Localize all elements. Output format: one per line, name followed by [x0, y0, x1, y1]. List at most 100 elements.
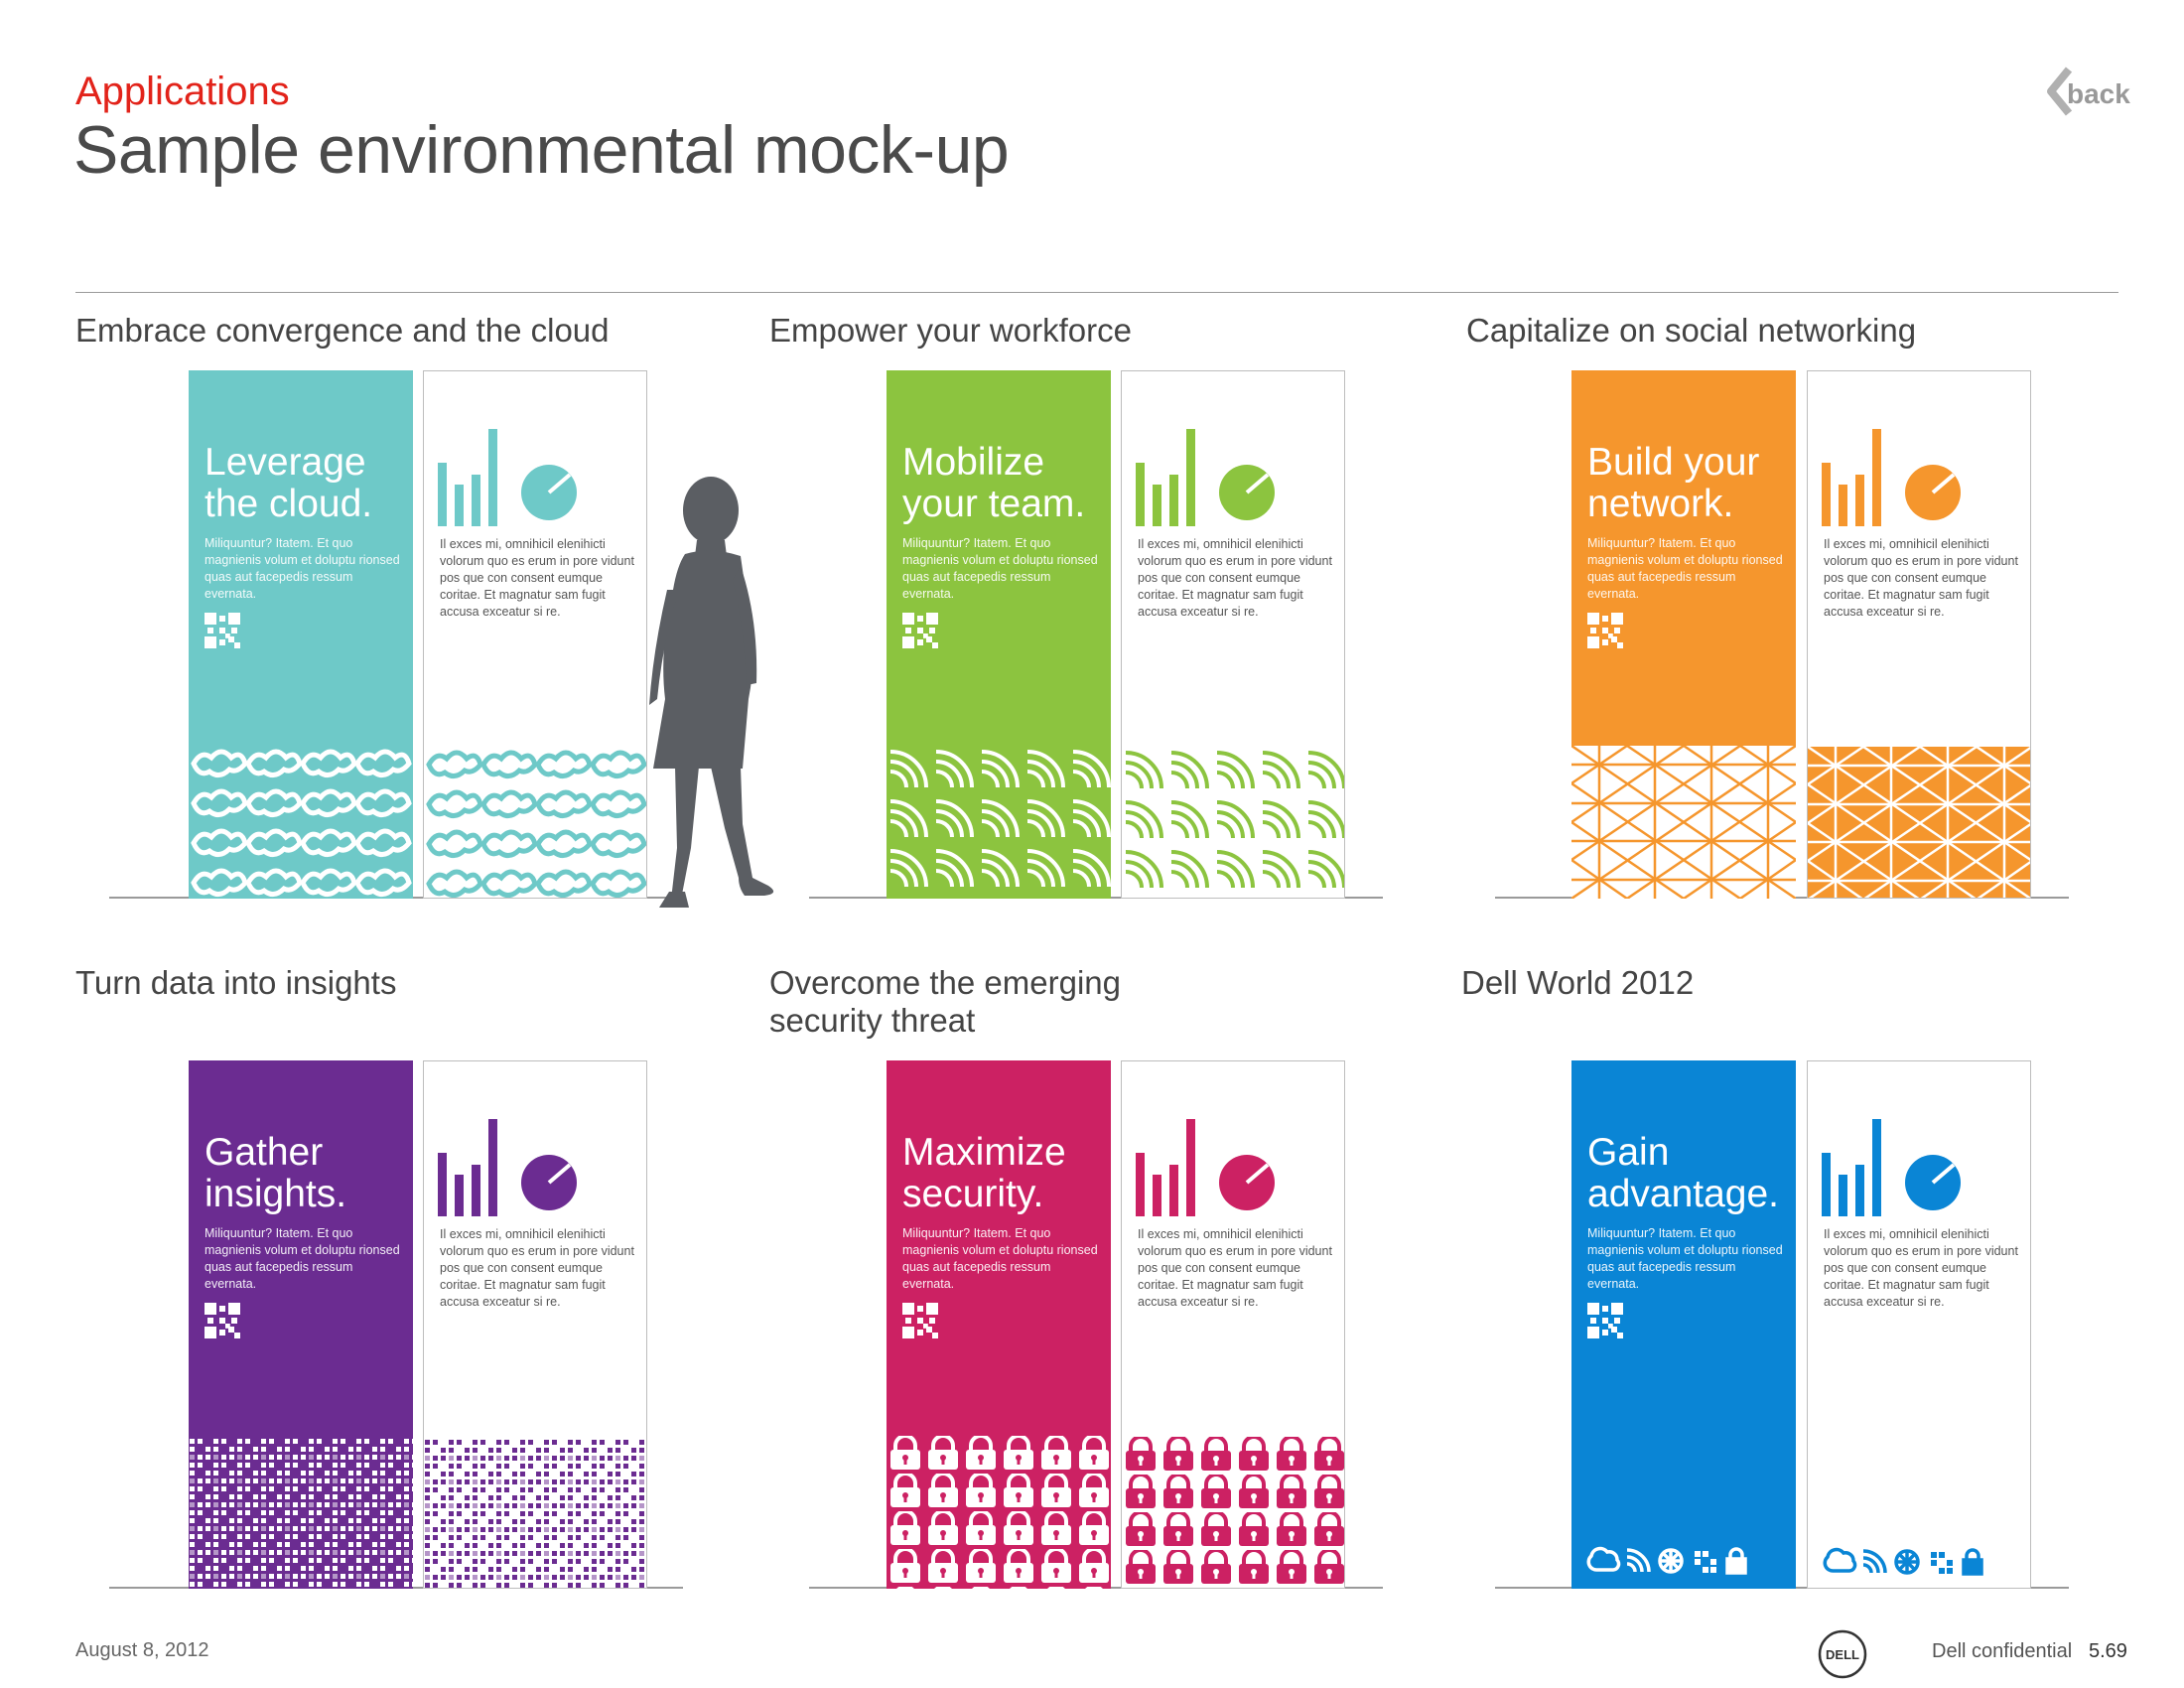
back-label: back [2067, 78, 2130, 109]
qr-code-icon [205, 1303, 240, 1338]
headline-line: the cloud. [205, 483, 373, 525]
footer-confidential: Dell confidential [1932, 1640, 2073, 1662]
web-pattern [1571, 746, 1796, 899]
panel-headline: Build your network. [1587, 442, 1796, 525]
headline-line: insights. [205, 1173, 347, 1215]
lock-icon [1725, 1547, 1747, 1575]
panel-body: Miliquuntur? Itatem. Et quo magnienis vo… [902, 1226, 1098, 1291]
data-pattern [189, 1438, 413, 1589]
footer-date: August 8, 2012 [75, 1639, 209, 1661]
dell-logo: DELL [1818, 1629, 1867, 1679]
web-icon [1894, 1549, 1920, 1575]
block-title-security: Overcome the emerging security threat [769, 964, 1121, 1040]
qr-code-icon [1587, 613, 1623, 648]
headline-line: network. [1587, 483, 1734, 525]
data-icon [1931, 1552, 1953, 1574]
icon-row [1586, 1546, 1747, 1575]
panel-body: Miliquuntur? Itatem. Et quo magnienis vo… [902, 536, 1098, 601]
panel-body: Miliquuntur? Itatem. Et quo magnienis vo… [205, 536, 400, 601]
cloud-pattern [189, 746, 413, 899]
lock-pattern [887, 1436, 1111, 1589]
cloud-icon [1823, 1547, 1857, 1573]
headline-line: your team. [902, 483, 1086, 525]
block-title-cloud: Embrace convergence and the cloud [75, 312, 610, 349]
page-number: 5.69 [2089, 1640, 2127, 1662]
cloud-icon [1586, 1546, 1621, 1572]
pie-chart-icon [1219, 1155, 1275, 1210]
color-panel-dellworld: Gain advantage. Miliquuntur? Itatem. Et … [1571, 1060, 1796, 1589]
pie-chart-icon [521, 465, 577, 520]
panel-headline: Mobilize your team. [902, 442, 1111, 525]
qr-code-icon [1587, 1303, 1623, 1338]
headline-line: Mobilize [902, 441, 1045, 484]
panel-headline: Maximize security. [902, 1132, 1111, 1215]
qr-code-icon [902, 613, 938, 648]
cloud-pattern [426, 750, 646, 898]
wifi-icon [1626, 1548, 1651, 1573]
bar-chart-icon [438, 1119, 577, 1216]
bar-chart-icon [1822, 1119, 1961, 1216]
bar-chart-icon [1822, 429, 1961, 526]
panel-body: Il exces mi, omnihicil elenihicti voloru… [440, 1227, 634, 1309]
block-title-data: Turn data into insights [75, 964, 397, 1001]
data-icon [1695, 1551, 1716, 1573]
pie-chart-icon [1905, 465, 1961, 520]
headline-line: advantage. [1587, 1173, 1780, 1215]
block-title-security-line2: security threat [769, 1002, 976, 1039]
section-label: Applications [75, 70, 290, 113]
color-panel-social: Build your network. Miliquuntur? Itatem.… [1571, 370, 1796, 899]
panel-body: Il exces mi, omnihicil elenihicti voloru… [1138, 1227, 1332, 1309]
pie-chart-icon [1905, 1155, 1961, 1210]
page-title: Sample environmental mock-up [73, 112, 1010, 188]
web-icon [1658, 1548, 1684, 1574]
block-title-security-line1: Overcome the emerging [769, 964, 1121, 1001]
bar-chart-icon [1136, 1119, 1275, 1216]
lock-icon [1962, 1548, 1983, 1576]
qr-code-icon [902, 1303, 938, 1338]
person-silhouette [649, 477, 774, 908]
panel-body: Miliquuntur? Itatem. Et quo magnienis vo… [205, 1226, 400, 1291]
wifi-icon [1862, 1549, 1887, 1574]
headline-line: Leverage [205, 441, 366, 484]
panel-body: Il exces mi, omnihicil elenihicti voloru… [440, 537, 634, 619]
panel-headline: Leverage the cloud. [205, 442, 413, 525]
white-panel-data: Il exces mi, omnihicil elenihicti voloru… [423, 1060, 647, 1589]
pie-chart-icon [521, 1155, 577, 1210]
top-divider [75, 292, 2118, 293]
panel-headline: Gain advantage. [1587, 1132, 1796, 1215]
icon-row [1823, 1547, 1983, 1576]
bar-chart-icon [438, 429, 577, 526]
white-panel-cloud: Il exces mi, omnihicil elenihicti voloru… [423, 370, 647, 899]
color-panel-data: Gather insights. Miliquuntur? Itatem. Et… [189, 1060, 413, 1589]
qr-code-icon [205, 613, 240, 648]
data-pattern [424, 1439, 646, 1588]
white-panel-security: Il exces mi, omnihicil elenihicti voloru… [1121, 1060, 1345, 1589]
panel-headline: Gather insights. [205, 1132, 413, 1215]
pie-chart-icon [1219, 465, 1275, 520]
lock-pattern [1122, 1437, 1344, 1588]
web-pattern [1808, 747, 2030, 898]
wifi-pattern [889, 750, 1111, 888]
white-panel-dellworld: Il exces mi, omnihicil elenihicti voloru… [1807, 1060, 2031, 1589]
headline-line: Gain [1587, 1131, 1670, 1174]
color-panel-workforce: Mobilize your team. Miliquuntur? Itatem.… [887, 370, 1111, 899]
panel-body: Miliquuntur? Itatem. Et quo magnienis vo… [1587, 1226, 1783, 1291]
headline-line: security. [902, 1173, 1044, 1215]
headline-line: Gather [205, 1131, 324, 1174]
white-panel-workforce: Il exces mi, omnihicil elenihicti voloru… [1121, 370, 1345, 899]
block-title-workforce: Empower your workforce [769, 312, 1132, 349]
panel-body: Il exces mi, omnihicil elenihicti voloru… [1138, 537, 1332, 619]
bar-chart-icon [1136, 429, 1275, 526]
block-title-social: Capitalize on social networking [1466, 312, 1917, 349]
block-title-dellworld: Dell World 2012 [1461, 964, 1695, 1001]
color-panel-security: Maximize security. Miliquuntur? Itatem. … [887, 1060, 1111, 1589]
svg-text:DELL: DELL [1826, 1647, 1859, 1662]
headline-line: Build your [1587, 441, 1760, 484]
back-button[interactable]: back [2043, 64, 2132, 119]
panel-body: Il exces mi, omnihicil elenihicti voloru… [1824, 1227, 2018, 1309]
headline-line: Maximize [902, 1131, 1066, 1174]
wifi-pattern [1125, 751, 1344, 889]
white-panel-social: Il exces mi, omnihicil elenihicti voloru… [1807, 370, 2031, 899]
panel-body: Miliquuntur? Itatem. Et quo magnienis vo… [1587, 536, 1783, 601]
panel-body: Il exces mi, omnihicil elenihicti voloru… [1824, 537, 2018, 619]
